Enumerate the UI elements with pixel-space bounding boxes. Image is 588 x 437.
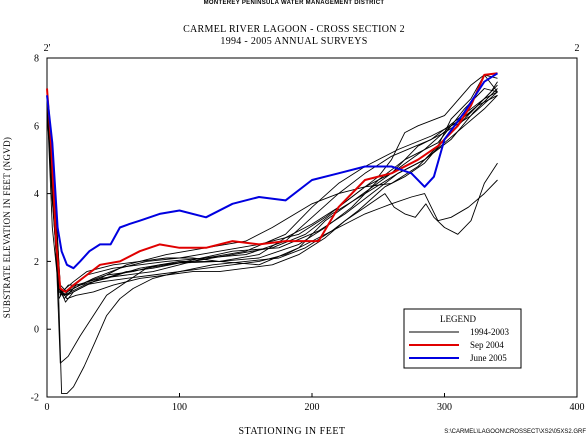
x-tick-label: 100: [172, 402, 187, 413]
y-tick-label: 2: [34, 257, 39, 268]
x-tick-label: 200: [305, 402, 320, 413]
series-line-13: [46, 72, 498, 293]
y-tick-label: 0: [34, 325, 39, 336]
chart-title: CARMEL RIVER LAGOON - CROSS SECTION 2: [183, 24, 405, 35]
series-line-10: [46, 98, 498, 395]
x-tick-label: 0: [45, 402, 50, 413]
legend-label: June 2005: [470, 353, 507, 363]
y-tick-label: 6: [34, 121, 39, 132]
y-axis-label: SUBSTRATE ELEVATION IN FEET (NGVD): [2, 137, 12, 318]
x-tick-label: 400: [570, 402, 585, 413]
chart-subtitle: 1994 - 2005 ANNUAL SURVEYS: [220, 36, 368, 47]
legend-label: 1994-2003: [470, 327, 509, 337]
legend-label: Sep 2004: [470, 340, 504, 350]
agency-name: MONTEREY PENINSULA WATER MANAGEMENT DIST…: [203, 0, 385, 6]
legend: LEGEND 1994-2003 Sep 2004 June 2005: [403, 308, 522, 369]
y-tick-label: -2: [31, 393, 39, 404]
x-tick-label: 300: [437, 402, 452, 413]
series-line-9: [46, 88, 498, 364]
series-layer: [46, 72, 499, 395]
axes: 0 100 200 300 400 -2 0 2 4 6 8 2' 2 STATIONING IN FEE…: [2, 43, 585, 437]
y-tick-label: 8: [34, 54, 39, 65]
top-marker-label: 2: [575, 43, 580, 54]
series-line-7: [46, 94, 498, 293]
x-axis-label: STATIONING IN FEET: [238, 426, 345, 437]
series-line-5: [46, 91, 498, 296]
series-line-6: [46, 74, 498, 296]
series-line-14: [46, 72, 499, 270]
series-line-3: [46, 94, 498, 296]
series-line-4: [46, 81, 498, 300]
series-line-2: [46, 88, 498, 303]
series-line-1: [46, 84, 498, 296]
series-line-11: [46, 105, 498, 300]
legend-title: LEGEND: [440, 314, 476, 324]
series-line-8: [46, 74, 498, 300]
top-marker-label: 2': [44, 43, 51, 54]
y-tick-label: 4: [34, 189, 39, 200]
file-path-label: S:\CARMEL\LAGOON\CROSSECT\XS2\05XS2.GRF: [444, 429, 586, 435]
series-line-12: [46, 91, 498, 296]
